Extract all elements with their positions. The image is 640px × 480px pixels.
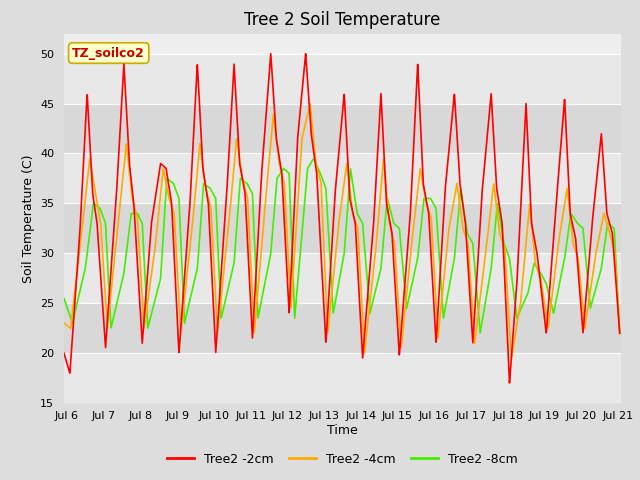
- Bar: [64, 253, 621, 303]
- Y-axis label: Soil Temperature (C): Soil Temperature (C): [22, 154, 35, 283]
- Bar: [64, 204, 621, 253]
- Legend: Tree2 -2cm, Tree2 -4cm, Tree2 -8cm: Tree2 -2cm, Tree2 -4cm, Tree2 -8cm: [162, 448, 523, 471]
- Bar: [64, 104, 621, 154]
- Bar: [64, 54, 621, 104]
- Title: Tree 2 Soil Temperature: Tree 2 Soil Temperature: [244, 11, 440, 29]
- Bar: [64, 353, 621, 403]
- Bar: [64, 303, 621, 353]
- Text: TZ_soilco2: TZ_soilco2: [72, 47, 145, 60]
- X-axis label: Time: Time: [327, 424, 358, 437]
- Bar: [64, 154, 621, 204]
